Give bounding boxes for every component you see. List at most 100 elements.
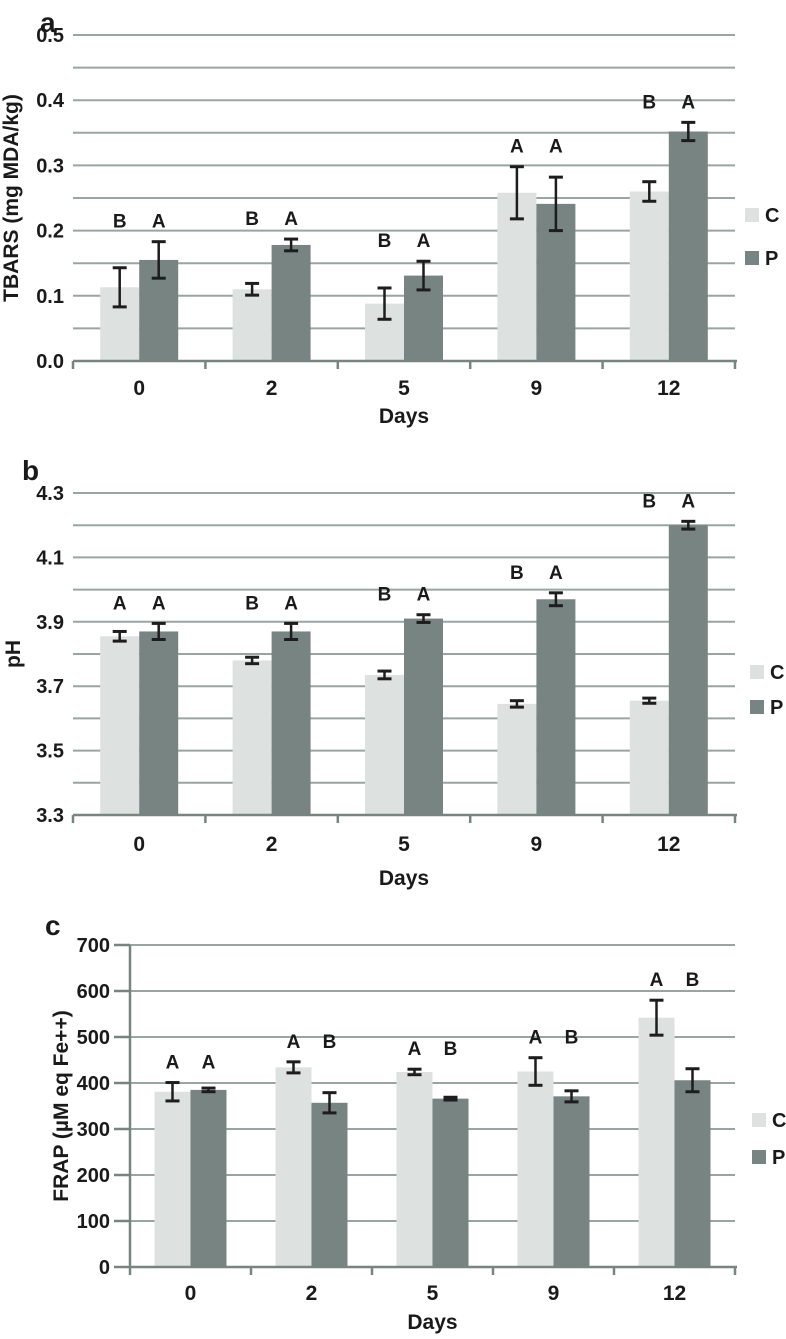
legend-label: C	[765, 205, 779, 227]
bar-P-day-9	[536, 599, 576, 815]
significance-letter: B	[444, 1039, 458, 1060]
significance-letter: B	[686, 970, 700, 991]
legend-item-P: P	[750, 697, 783, 719]
error-bar-P-day-9	[548, 175, 563, 233]
legend-swatch	[752, 1113, 766, 1127]
legend-item-C: C	[752, 1110, 786, 1132]
error-bar-P-day-9	[548, 591, 563, 608]
y-tick-label: 300	[77, 1119, 110, 1141]
significance-letter: A	[650, 970, 664, 991]
panel-label: c	[45, 910, 61, 941]
x-tick-label: 0	[133, 833, 145, 856]
significance-letter: A	[681, 491, 695, 512]
bar-P-day-12	[668, 131, 708, 361]
error-bar-C-day-5	[377, 286, 392, 321]
error-bar-C-day-5	[377, 669, 392, 681]
bar-C-day-2	[275, 1067, 312, 1267]
x-axis-title: Days	[379, 405, 429, 428]
significance-letter: B	[510, 563, 524, 584]
bar-P-day-5	[404, 618, 443, 815]
x-axis-title: Days	[379, 867, 429, 890]
y-tick-label: 4.3	[36, 483, 64, 505]
x-tick-label: 5	[398, 833, 410, 856]
error-bar-C-day-12	[649, 998, 664, 1037]
chart-b-svg: 3.3 3.5 3.7 3.9 4.1 4.3 A A B A B A B A B A 0 2 5 9 12 Days pH…	[2, 455, 784, 890]
significance-letter: A	[152, 593, 166, 614]
bar-P-day-0	[190, 1089, 227, 1267]
panel-b-ph-chart: 3.3 3.5 3.7 3.9 4.1 4.3 A A B A B A B A B A 0 2 5 9 12 Days pH…	[0, 440, 786, 905]
x-tick-label: 5	[427, 1282, 439, 1305]
error-bar-P-day-2	[284, 237, 299, 253]
y-axis-title: TBARS (mg MDA/kg)	[0, 94, 23, 302]
y-axis-title: FRAP (µM eq Fe++)	[50, 1010, 73, 1201]
significance-letter: B	[378, 585, 392, 606]
legend-label: C	[770, 662, 784, 684]
significance-letter: A	[681, 92, 695, 113]
bar-C-day-9	[497, 192, 537, 361]
y-tick-label: 0.1	[36, 286, 64, 308]
error-bar-C-day-9	[509, 165, 524, 221]
significance-letter: B	[642, 491, 656, 512]
y-axis-title: pH	[2, 640, 25, 668]
y-tick-label: 3.3	[36, 805, 64, 827]
y-tick-label: 0.3	[36, 155, 64, 177]
significance-letter: A	[417, 585, 431, 606]
panel-label: b	[22, 455, 39, 486]
significance-letter: A	[408, 1039, 422, 1060]
x-tick-label: 0	[133, 377, 145, 400]
significance-letter: A	[202, 1053, 216, 1074]
significance-letter: B	[245, 593, 259, 614]
bar-C-day-0	[154, 1091, 191, 1267]
significance-letter: B	[245, 209, 259, 230]
error-bar-P-day-2	[322, 1091, 337, 1115]
bar-P-day-0	[139, 631, 179, 815]
bar-P-day-2	[271, 631, 311, 815]
legend-label: P	[770, 697, 783, 719]
y-tick-label: 500	[77, 1027, 110, 1049]
bar-C-day-12	[629, 191, 669, 361]
y-tick-label: 0.4	[36, 90, 65, 112]
y-tick-label: 3.9	[36, 612, 64, 634]
significance-letter: A	[284, 593, 298, 614]
bar-P-day-2	[311, 1102, 348, 1267]
bar-C-day-12	[638, 1017, 675, 1267]
bar-P-day-9	[553, 1096, 590, 1267]
bar-C-day-5	[365, 674, 404, 815]
panel-a-tbars-chart: 0.0 0.1 0.2 0.3 0.4 0.5 B A B A B A A A B A 0 2 5 9 12 Days TB…	[0, 0, 786, 440]
y-tick-label: 700	[77, 935, 110, 957]
bar-P-day-2	[271, 244, 311, 361]
bar-C-day-2	[232, 660, 272, 815]
error-bar-P-day-5	[443, 1095, 458, 1102]
legend-item-P: P	[752, 1147, 785, 1169]
error-bar-P-day-0	[151, 240, 166, 280]
y-tick-label: 3.5	[36, 741, 64, 763]
bar-P-day-12	[674, 1080, 711, 1267]
error-bar-C-day-9	[528, 1056, 543, 1087]
bar-C-day-2	[232, 289, 272, 361]
error-bar-C-day-5	[407, 1067, 422, 1077]
significance-letter: A	[113, 593, 127, 614]
significance-letter: A	[287, 1032, 301, 1053]
significance-letter: A	[510, 137, 524, 158]
error-bar-P-day-12	[681, 519, 696, 531]
legend-label: P	[765, 248, 778, 270]
legend-swatch	[745, 251, 759, 265]
legend-swatch	[752, 1150, 766, 1164]
error-bar-P-day-9	[564, 1089, 579, 1104]
x-tick-label: 2	[306, 1282, 318, 1305]
error-bar-C-day-2	[286, 1060, 301, 1075]
error-bar-C-day-12	[642, 696, 657, 705]
error-bar-P-day-2	[284, 621, 299, 642]
chart-a-svg: 0.0 0.1 0.2 0.3 0.4 0.5 B A B A B A A A B A 0 2 5 9 12 Days TB…	[0, 7, 779, 428]
significance-letter: A	[166, 1053, 180, 1074]
error-bar-C-day-0	[112, 629, 127, 643]
x-tick-label: 9	[531, 833, 543, 856]
panel-c-frap-chart: 0 100 200 300 400 500 600 700 A A A B A B A B A B 0 2 5 9 12 Da…	[0, 905, 786, 1339]
bar-P-day-5	[432, 1098, 469, 1267]
bar-C-day-9	[517, 1071, 554, 1267]
y-tick-label: 4.1	[36, 547, 64, 569]
x-tick-label: 2	[266, 377, 278, 400]
x-tick-label: 2	[266, 833, 278, 856]
y-tick-label: 200	[77, 1165, 110, 1187]
x-tick-label: 9	[548, 1282, 560, 1305]
